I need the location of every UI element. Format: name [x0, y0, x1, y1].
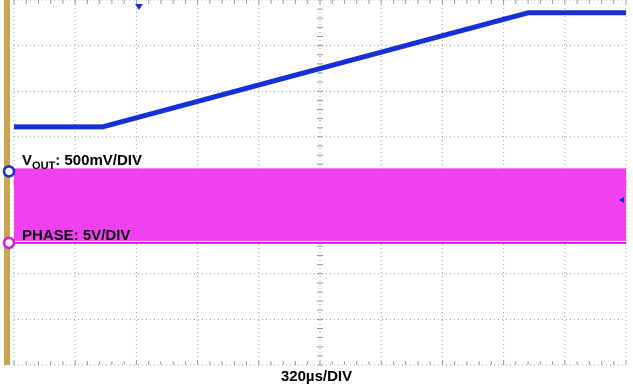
trigger-position-marker: [135, 4, 143, 10]
trigger-level-marker: [619, 197, 624, 203]
phase-trace-band: [14, 168, 626, 241]
phase-scale-label: PHASE: 5V/DIV: [22, 227, 131, 244]
phase-channel-marker: [2, 236, 16, 250]
vout-channel-marker: [2, 165, 16, 178]
timebase-label: 320µs/DIV: [280, 368, 353, 385]
screen-left-bar: [4, 0, 10, 365]
vout-label-prefix: V: [22, 152, 33, 169]
vout-scale-label: VOUT: 500mV/DIV: [22, 152, 142, 172]
vout-label-subscript: OUT: [32, 160, 56, 172]
vout-trace: [14, 10, 626, 130]
vout-label-scale: : 500mV/DIV: [55, 152, 142, 169]
